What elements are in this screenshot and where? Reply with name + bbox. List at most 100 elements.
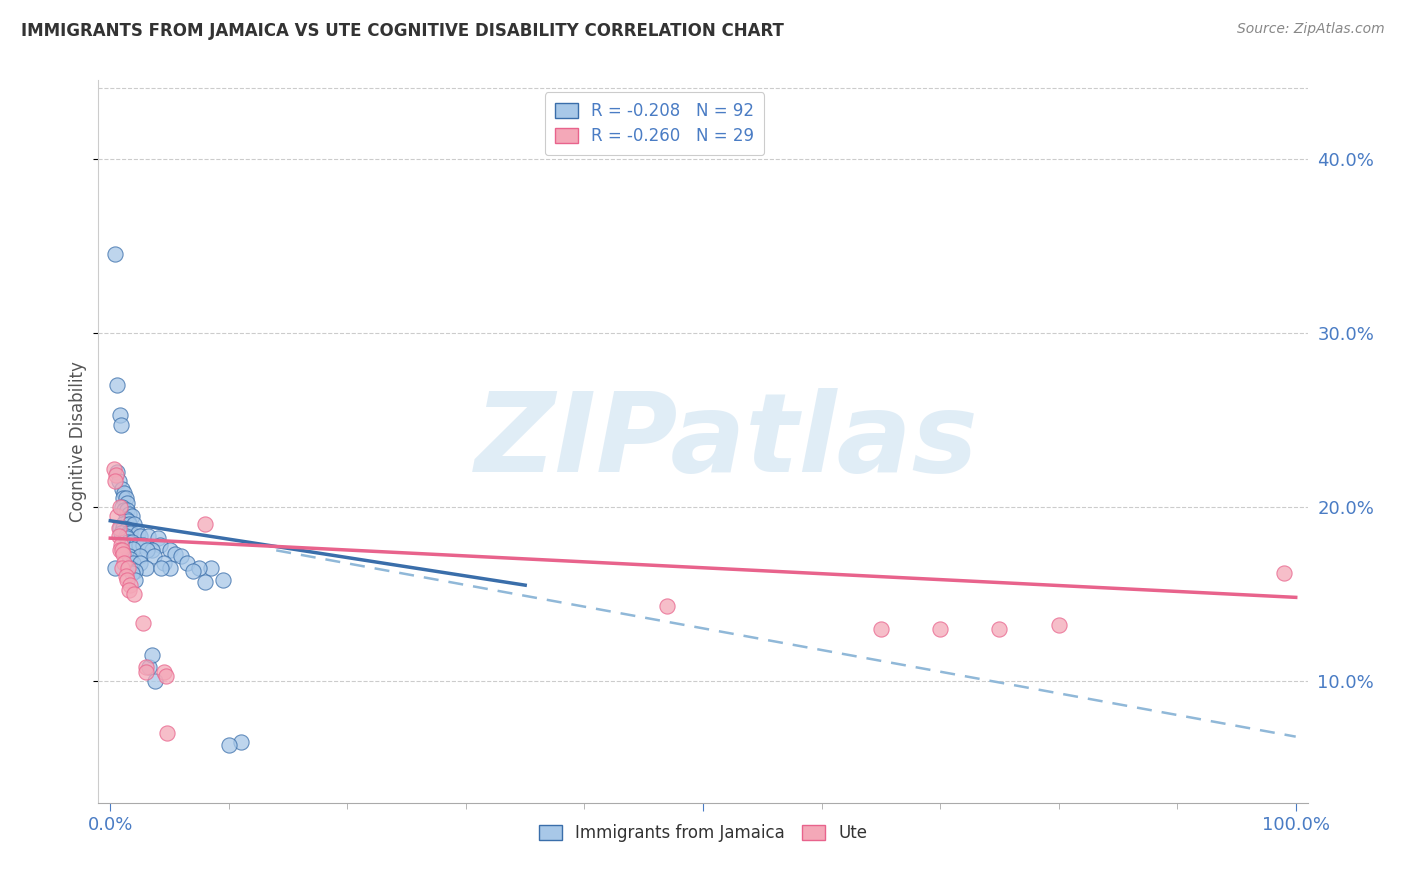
Point <box>138 660 160 674</box>
Y-axis label: Cognitive Disability: Cognitive Disability <box>69 361 87 522</box>
Point <box>132 538 155 552</box>
Point <box>121 556 143 570</box>
Point <box>115 496 138 510</box>
Point <box>141 648 163 662</box>
Point <box>114 556 136 570</box>
Point <box>143 673 166 688</box>
Point <box>121 541 143 556</box>
Point <box>170 549 193 563</box>
Point <box>194 574 217 589</box>
Point <box>200 561 222 575</box>
Point <box>135 665 157 680</box>
Point <box>988 622 1011 636</box>
Point <box>117 561 139 575</box>
Point <box>181 564 204 578</box>
Point <box>136 529 159 543</box>
Point <box>108 521 131 535</box>
Point <box>159 543 181 558</box>
Point <box>115 503 138 517</box>
Point <box>150 561 173 575</box>
Point <box>117 525 139 540</box>
Point <box>118 507 141 521</box>
Point <box>110 525 132 540</box>
Point <box>125 538 148 552</box>
Point <box>149 538 172 552</box>
Point <box>146 531 169 545</box>
Point <box>107 529 129 543</box>
Point <box>121 534 143 549</box>
Point <box>117 534 139 549</box>
Point <box>135 561 157 575</box>
Point <box>105 468 128 483</box>
Point <box>657 599 679 613</box>
Point <box>136 543 159 558</box>
Point <box>929 622 952 636</box>
Point <box>122 517 145 532</box>
Point <box>141 543 163 558</box>
Point <box>108 408 131 422</box>
Point <box>120 524 142 539</box>
Point <box>115 573 138 587</box>
Point <box>105 508 128 523</box>
Point <box>114 569 136 583</box>
Point <box>155 669 177 683</box>
Point <box>114 491 136 505</box>
Text: Source: ZipAtlas.com: Source: ZipAtlas.com <box>1237 22 1385 37</box>
Point <box>118 517 141 532</box>
Point <box>104 247 127 261</box>
Point <box>176 556 198 570</box>
Point <box>135 660 157 674</box>
Point <box>152 665 174 680</box>
Point <box>103 461 125 475</box>
Point <box>114 503 136 517</box>
Point <box>229 735 252 749</box>
Point <box>120 561 142 575</box>
Point <box>188 561 211 575</box>
Point <box>129 529 152 543</box>
Point <box>112 521 135 535</box>
Point <box>112 517 135 532</box>
Point <box>117 514 139 528</box>
Point <box>115 523 138 537</box>
Point <box>118 549 141 563</box>
Point <box>132 616 155 631</box>
Point <box>212 573 235 587</box>
Point <box>111 561 134 575</box>
Point <box>118 583 141 598</box>
Point <box>165 547 187 561</box>
Point <box>124 564 146 578</box>
Point <box>105 378 128 392</box>
Point <box>127 525 149 540</box>
Point <box>107 521 129 535</box>
Legend: Immigrants from Jamaica, Ute: Immigrants from Jamaica, Ute <box>531 817 875 848</box>
Point <box>111 483 134 497</box>
Point <box>128 538 150 552</box>
Point <box>121 566 143 580</box>
Point <box>110 538 132 552</box>
Point <box>105 465 128 479</box>
Point <box>104 474 127 488</box>
Point <box>129 549 152 563</box>
Point <box>156 726 179 740</box>
Point <box>107 474 129 488</box>
Point <box>152 556 174 570</box>
Point <box>143 549 166 563</box>
Point <box>120 552 142 566</box>
Point <box>112 491 135 505</box>
Point <box>159 561 181 575</box>
Point <box>121 508 143 523</box>
Point <box>110 417 132 432</box>
Point <box>194 517 217 532</box>
Point <box>114 529 136 543</box>
Point <box>111 543 134 558</box>
Text: IMMIGRANTS FROM JAMAICA VS UTE COGNITIVE DISABILITY CORRELATION CHART: IMMIGRANTS FROM JAMAICA VS UTE COGNITIVE… <box>21 22 785 40</box>
Point <box>104 561 127 575</box>
Text: ZIPatlas: ZIPatlas <box>475 388 979 495</box>
Point <box>111 500 134 514</box>
Point <box>1272 566 1295 580</box>
Point <box>114 486 136 500</box>
Point <box>112 547 135 561</box>
Point <box>114 512 136 526</box>
Point <box>108 543 131 558</box>
Point <box>120 525 142 540</box>
